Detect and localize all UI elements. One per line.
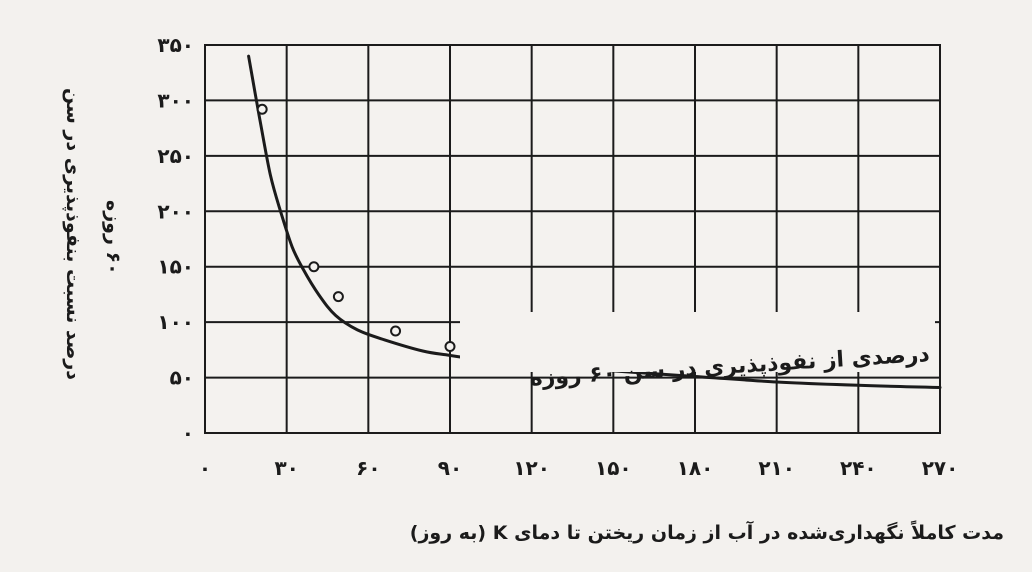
y-tick-label: ۲۵۰ — [157, 144, 194, 168]
y-tick-label: ۰ — [182, 421, 194, 445]
x-tick-label: ۱۸۰ — [677, 456, 714, 480]
y-tick-labels: ۰ ۵۰ ۱۰۰ ۱۵۰ ۲۰۰ ۲۵۰ ۳۰۰ ۳۵۰ — [157, 33, 194, 445]
data-point — [256, 103, 268, 115]
y-tick-label: ۲۰۰ — [157, 199, 194, 223]
annotation-background — [460, 312, 935, 372]
y-tick-label: ۱۵۰ — [157, 255, 194, 279]
x-tick-label: ۲۷۰ — [922, 456, 959, 480]
y-axis-label-line2: ۶۰ روزه — [102, 200, 124, 275]
x-tick-label: ۱۲۰ — [513, 456, 550, 480]
y-axis-label-line1: درصد نسبت بنفوذپذیری در سن — [62, 88, 84, 380]
series-line — [247, 54, 942, 389]
x-tick-label: ۲۴۰ — [840, 456, 877, 480]
y-tick-label: ۳۵۰ — [157, 33, 194, 57]
x-tick-label: ۹۰ — [438, 456, 462, 480]
x-tick-label: ۱۵۰ — [595, 456, 632, 480]
x-tick-label: ۳۰ — [274, 456, 298, 480]
x-tick-label: ۲۱۰ — [758, 456, 795, 480]
y-tick-label: ۵۰ — [170, 366, 194, 390]
data-point — [444, 341, 456, 353]
x-tick-label: ۶۰ — [356, 456, 380, 480]
x-axis-label: مدت کاملاً نگهداری‌شده در آب از زمان ریخ… — [409, 522, 1004, 544]
y-tick-label: ۱۰۰ — [157, 310, 194, 334]
x-tick-labels: ۰ ۳۰ ۶۰ ۹۰ ۱۲۰ ۱۵۰ ۱۸۰ ۲۱۰ ۲۴۰ ۲۷۰ — [199, 456, 958, 480]
x-tick-label: ۰ — [199, 456, 211, 480]
y-tick-label: ۳۰۰ — [157, 88, 194, 112]
data-point — [390, 325, 402, 337]
data-point — [308, 261, 320, 273]
data-point — [332, 291, 344, 303]
y-axis-label: درصد نسبت بنفوذپذیری در سن ۶۰ روزه — [40, 40, 130, 440]
